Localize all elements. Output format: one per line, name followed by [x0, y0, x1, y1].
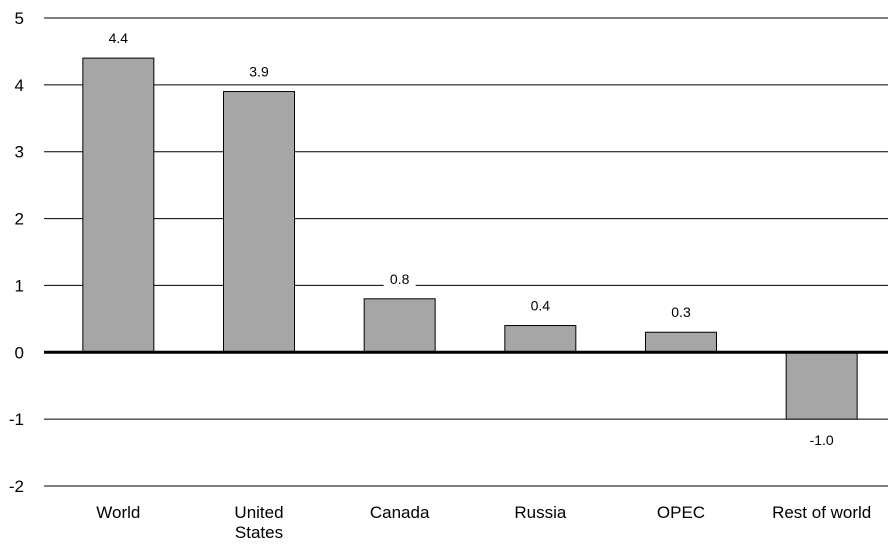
category-label: Rest of world [772, 503, 871, 522]
y-axis-tick-labels: 5 4 3 2 1 0 -1 -2 [9, 9, 24, 496]
data-label-background [243, 63, 275, 81]
y-tick-label: -1 [9, 410, 24, 429]
data-label: 0.4 [531, 298, 551, 314]
category-label: OPEC [657, 503, 705, 522]
y-tick-label: 4 [15, 76, 24, 95]
data-label: 0.8 [390, 271, 410, 287]
y-tick-label: 1 [15, 276, 24, 295]
bar [223, 91, 295, 353]
data-label-background [524, 297, 557, 315]
category-label: United States [234, 503, 283, 542]
x-axis-category-labels: World United States Canada Russia OPEC Rest of… [96, 503, 871, 542]
category-label: World [96, 503, 140, 522]
data-labels: 4.4 3.9 0.8 0.4 0.3 -1.0 [102, 30, 842, 450]
bar [82, 57, 155, 353]
bar [645, 331, 717, 353]
category-label: Russia [514, 503, 567, 522]
data-label: 4.4 [109, 30, 129, 46]
data-label-background [102, 30, 135, 48]
y-tick-label: 0 [15, 343, 24, 362]
bar [363, 298, 436, 353]
y-tick-label: 3 [15, 143, 24, 162]
bars [82, 57, 858, 420]
y-tick-label: -2 [9, 477, 24, 496]
category-label: Canada [370, 503, 430, 522]
data-label: 3.9 [249, 64, 269, 80]
y-tick-label: 5 [15, 9, 24, 28]
bar [504, 325, 577, 353]
data-label-background [801, 432, 842, 450]
gridlines [44, 17, 888, 487]
data-label: -1.0 [810, 432, 834, 448]
bar [785, 351, 858, 420]
data-label-background [665, 304, 697, 322]
data-label: 0.3 [671, 304, 691, 320]
data-label-background [383, 270, 416, 288]
y-tick-label: 2 [15, 210, 24, 229]
